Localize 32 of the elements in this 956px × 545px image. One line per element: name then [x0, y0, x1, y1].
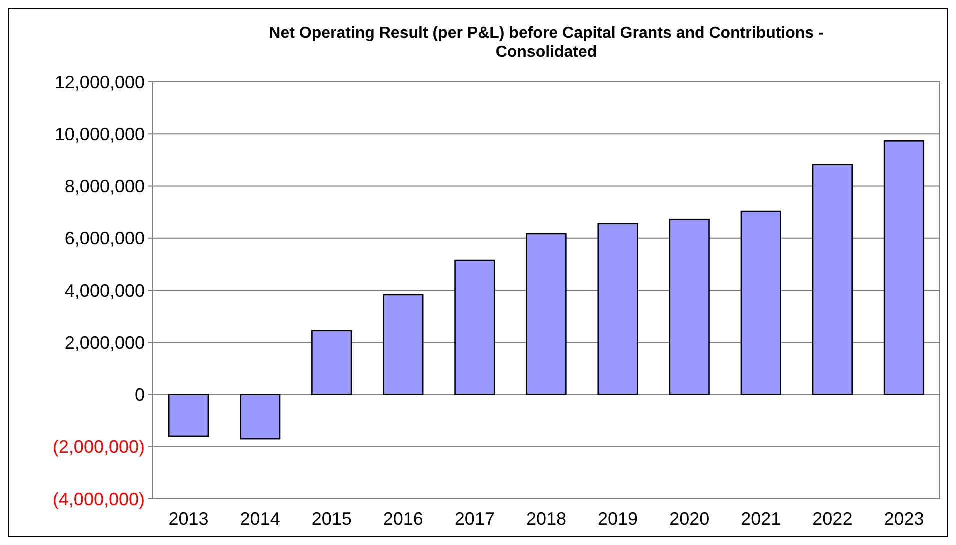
x-tick-label: 2018 [526, 509, 567, 529]
x-tick-label: 2017 [454, 509, 495, 529]
bar [812, 164, 854, 396]
x-tick-label: 2015 [312, 509, 352, 529]
bar [240, 394, 281, 440]
x-tick-label: 2016 [383, 509, 424, 529]
y-tick-label: (2,000,000) [52, 437, 145, 458]
y-tick-label: 4,000,000 [64, 280, 145, 301]
y-tick-label: 2,000,000 [64, 332, 145, 353]
x-tick-label: 2022 [812, 509, 853, 529]
y-tick-label: (4,000,000) [52, 489, 145, 510]
x-tick-label: 2020 [670, 509, 710, 529]
y-tick-label: 8,000,000 [64, 176, 145, 197]
bar [168, 394, 210, 438]
chart-title: Net Operating Result (per P&L) before Capital Grants and Contributions - Consolidated [269, 25, 824, 61]
x-tick-label: 2019 [598, 509, 638, 529]
bar [312, 330, 352, 396]
bar [669, 218, 710, 396]
bar [598, 223, 638, 396]
x-tick-label: 2023 [884, 509, 924, 529]
bar [454, 260, 496, 396]
x-tick-label: 2014 [240, 509, 280, 529]
y-tick-label: 0 [134, 385, 145, 406]
bar [740, 210, 782, 396]
x-tick-label: 2021 [741, 509, 782, 529]
bar [526, 233, 567, 396]
y-tick-label: 10,000,000 [54, 124, 145, 144]
y-tick-label: 12,000,000 [54, 72, 145, 92]
y-tick-label: 6,000,000 [64, 228, 145, 249]
bar [383, 294, 424, 396]
x-tick-label: 2013 [168, 509, 209, 529]
bar [884, 140, 925, 396]
